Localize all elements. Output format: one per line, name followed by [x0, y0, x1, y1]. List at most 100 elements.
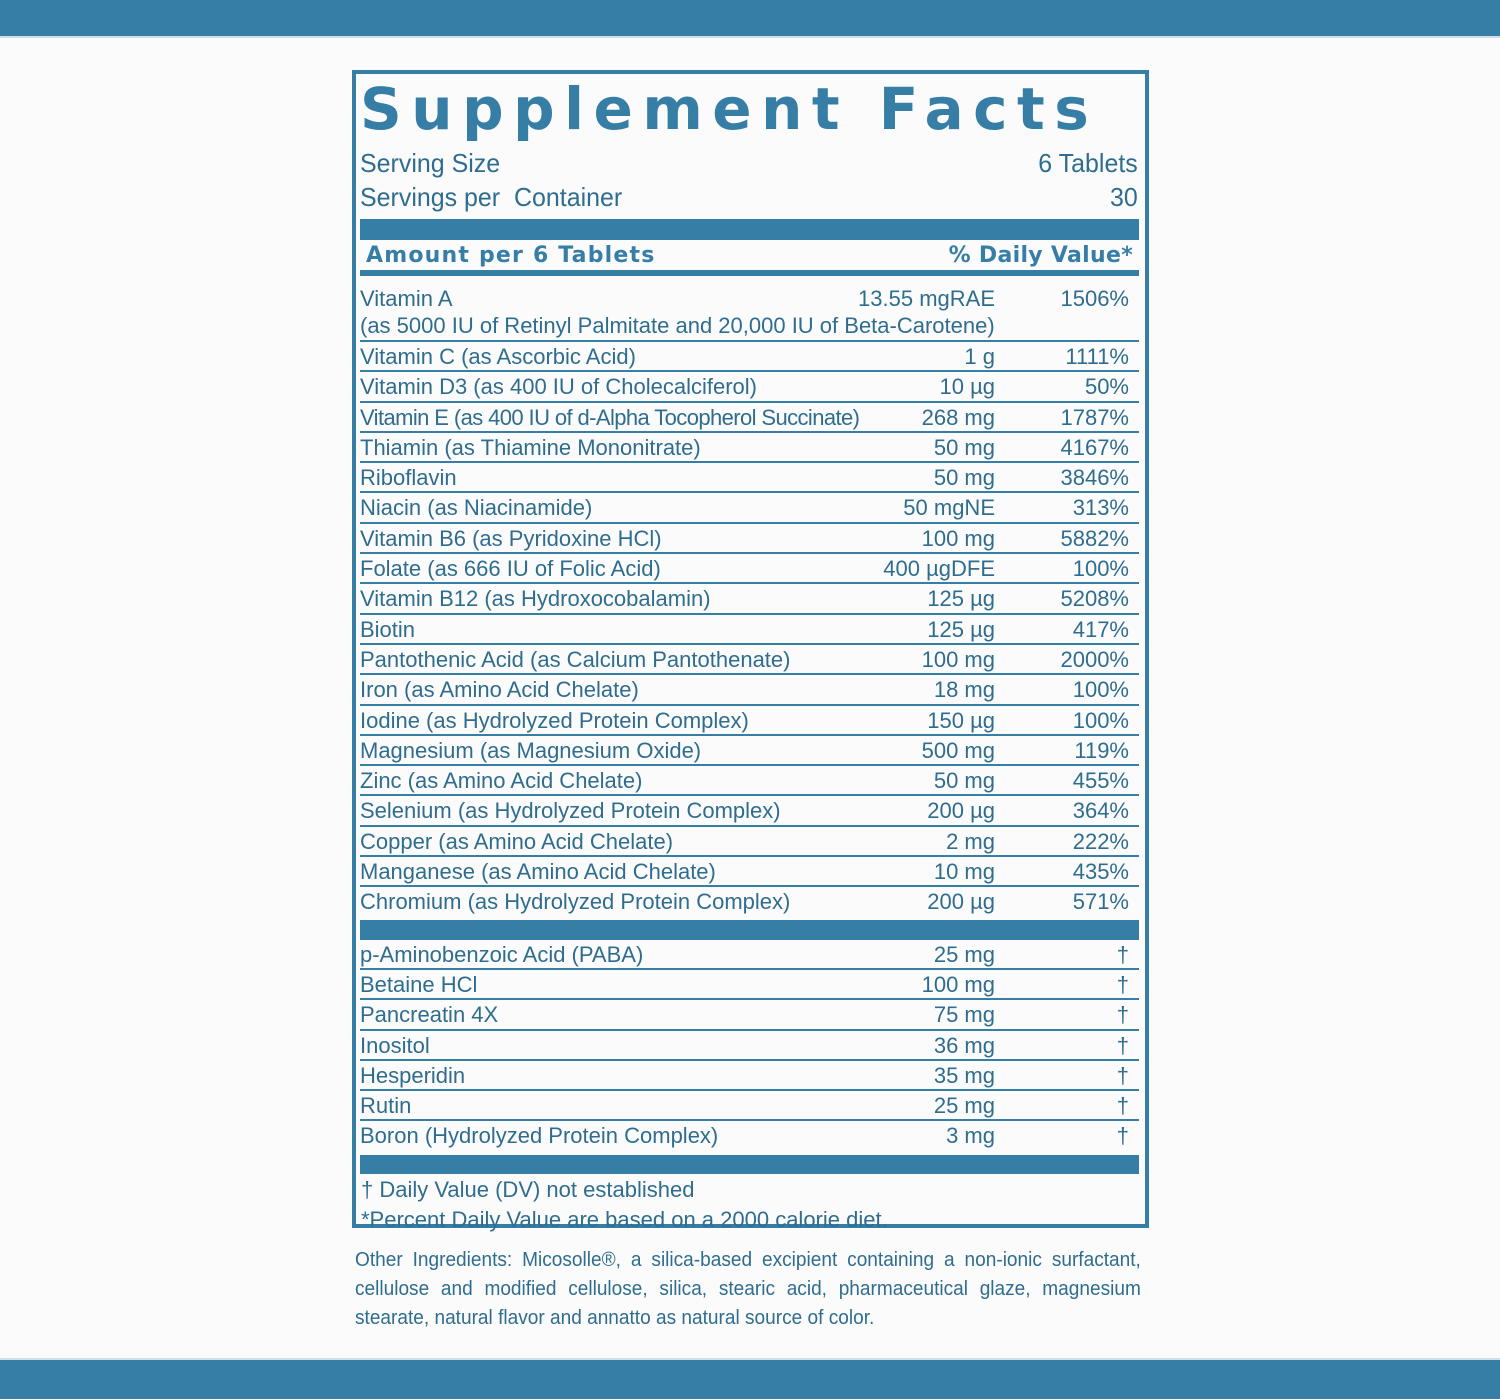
nutrient-dv: 1787% [1060, 404, 1129, 430]
nutrient-dv: 364% [1072, 798, 1129, 824]
nutrient-amount: 10 µg [939, 374, 996, 400]
other-ingredients-text: Other Ingredients: Micosolle®, a silica-… [355, 1248, 1141, 1329]
nutrient-row-vitamin-a: Vitamin A 13.55 mgRAE 1506% [360, 284, 1139, 312]
nutrient-name: Vitamin B6 (as Pyridoxine HCl) [360, 525, 662, 551]
other-nutrient-row: Inositol 36 mg † [360, 1031, 1139, 1061]
servings-per-container-row: Servings per Container 30 [360, 180, 1138, 214]
nutrient-amount: 100 mg [921, 646, 995, 672]
nutrient-name: Boron (Hydrolyzed Protein Complex) [360, 1123, 719, 1149]
nutrient-amount: 100 mg [921, 971, 995, 997]
top-banner-bar [0, 0, 1500, 38]
nutrient-name: Niacin (as Niacinamide) [360, 495, 593, 521]
nutrient-row: Biotin 125 µg 417% [360, 615, 1139, 645]
nutrient-amount: 35 mg [933, 1062, 995, 1088]
nutrient-row: Pantothenic Acid (as Calcium Pantothenat… [360, 645, 1139, 676]
dagger-icon: † [1116, 1093, 1129, 1119]
nutrient-row: Zinc (as Amino Acid Chelate) 50 mg 455% [360, 766, 1139, 797]
nutrient-amount: 400 µgDFE [883, 556, 995, 582]
other-nutrient-row: Rutin 25 mg † [360, 1091, 1139, 1122]
nutrient-dv: 435% [1072, 859, 1129, 885]
nutrient-amount: 2 mg [946, 828, 995, 854]
nutrient-name: Folate (as 666 IU of Folic Acid) [360, 556, 661, 582]
nutrient-name: Iron (as Amino Acid Chelate) [360, 677, 639, 703]
nutrient-dv: 5208% [1060, 586, 1129, 612]
other-nutrient-row: Hesperidin 35 mg † [360, 1061, 1139, 1092]
nutrient-name: Chromium (as Hydrolyzed Protein Complex) [360, 889, 791, 915]
nutrient-amount: 75 mg [933, 1002, 995, 1028]
dagger-icon: † [1116, 941, 1129, 967]
nutrient-name: Vitamin D3 (as 400 IU of Cholecalciferol… [360, 374, 757, 400]
other-nutrient-row: Boron (Hydrolyzed Protein Complex) 3 mg † [360, 1121, 1139, 1151]
other-nutrient-row: p-Aminobenzoic Acid (PABA) 25 mg † [360, 940, 1139, 970]
nutrient-name: Zinc (as Amino Acid Chelate) [360, 768, 643, 794]
nutrient-amount: 3 mg [946, 1123, 995, 1149]
other-nutrient-row: Betaine HCl 100 mg † [360, 970, 1139, 1001]
nutrient-amount: 500 mg [921, 737, 995, 763]
nutrient-row: Vitamin E (as 400 IU of d-Alpha Tocopher… [360, 403, 1139, 433]
nutrient-name: Pantothenic Acid (as Calcium Pantothenat… [360, 646, 791, 672]
nutrient-amount: 25 mg [933, 941, 995, 967]
nutrient-dv: 313% [1072, 495, 1129, 521]
dagger-icon: † [1116, 971, 1129, 997]
nutrient-name: Rutin [360, 1093, 412, 1119]
nutrient-name: Manganese (as Amino Acid Chelate) [360, 859, 716, 885]
other-nutrient-row: Pancreatin 4X 75 mg † [360, 1000, 1139, 1031]
nutrient-row: Folate (as 666 IU of Folic Acid) 400 µgDF… [360, 554, 1139, 585]
vitamin-a-source: (as 5000 IU of Retinyl Palmitate and 20,… [360, 312, 1139, 342]
nutrient-dv: 222% [1072, 828, 1129, 854]
dagger-icon: † [1116, 1062, 1129, 1088]
dagger-icon: † [1116, 1002, 1129, 1028]
divider-thin [360, 270, 1139, 276]
dagger-icon: † [1116, 1032, 1129, 1058]
footnote-dagger: † Daily Value (DV) not established [361, 1176, 695, 1202]
nutrient-dv: 1506% [1060, 286, 1129, 311]
nutrient-amount: 125 µg [927, 586, 995, 612]
nutrient-name: Thiamin (as Thiamine Mononitrate) [360, 434, 701, 460]
nutrient-row: Copper (as Amino Acid Chelate) 2 mg 222% [360, 827, 1139, 858]
nutrient-row: Selenium (as Hydrolyzed Protein Complex)… [360, 796, 1139, 827]
nutrient-list: Vitamin C (as Ascorbic Acid) 1 g 1111% Vit… [360, 342, 1139, 918]
nutrient-amount: 50 mgNE [903, 495, 995, 521]
divider-thick [360, 919, 1139, 940]
nutrient-amount: 25 mg [933, 1093, 995, 1119]
nutrient-dv: 571% [1072, 889, 1129, 915]
servings-per-container-label: Servings per Container [360, 182, 623, 212]
amount-header-row: Amount per 6 Tablets % Daily Value* [360, 240, 1139, 270]
nutrient-row: Thiamin (as Thiamine Mononitrate) 50 mg 41… [360, 433, 1139, 464]
nutrient-name: Vitamin C (as Ascorbic Acid) [360, 344, 636, 369]
nutrient-dv: 417% [1072, 616, 1129, 642]
nutrient-name: Biotin [360, 616, 416, 642]
nutrient-name: Riboflavin [360, 465, 457, 491]
dagger-icon: † [1116, 1123, 1129, 1149]
nutrient-name: Magnesium (as Magnesium Oxide) [360, 737, 702, 763]
nutrient-amount: 125 µg [927, 616, 995, 642]
nutrient-name: Copper (as Amino Acid Chelate) [360, 828, 674, 854]
nutrient-name: Iodine (as Hydrolyzed Protein Complex) [360, 707, 749, 733]
other-nutrient-list: p-Aminobenzoic Acid (PABA) 25 mg † Betaine… [360, 940, 1139, 1152]
nutrient-row: Vitamin B6 (as Pyridoxine HCl) 100 mg 5882… [360, 524, 1139, 555]
nutrient-name: Hesperidin [360, 1062, 466, 1088]
nutrient-amount: 268 mg [921, 404, 995, 430]
nutrient-name: Selenium (as Hydrolyzed Protein Complex) [360, 798, 781, 824]
nutrient-name: Vitamin E (as 400 IU of d-Alpha Tocopher… [360, 404, 860, 430]
nutrient-amount: 50 mg [933, 465, 995, 491]
supplement-facts-panel: Supplement Facts Serving Size 6 Tablets … [352, 70, 1149, 1232]
nutrient-dv: 4167% [1060, 434, 1129, 460]
serving-size-row: Serving Size 6 Tablets [360, 146, 1138, 180]
nutrient-dv: 3846% [1060, 465, 1129, 491]
nutrient-dv: 100% [1072, 677, 1129, 703]
nutrient-row: Vitamin D3 (as 400 IU of Cholecalciferol… [360, 372, 1139, 403]
nutrient-amount: 200 µg [927, 798, 995, 824]
servings-per-container-value: 30 [1109, 182, 1138, 212]
nutrient-amount: 1 g [964, 344, 995, 369]
nutrient-dv: 50% [1084, 374, 1129, 400]
divider-thick [360, 1154, 1139, 1174]
nutrient-amount: 150 µg [927, 707, 995, 733]
nutrient-name: Betaine HCl [360, 971, 478, 997]
nutrient-row: Magnesium (as Magnesium Oxide) 500 mg 119% [360, 736, 1139, 767]
amount-per-serving-header: Amount per 6 Tablets [366, 242, 656, 268]
nutrient-dv: 5882% [1060, 525, 1129, 551]
serving-size-value: 6 Tablets [1038, 148, 1138, 178]
divider-thick [360, 219, 1139, 240]
nutrient-row: Manganese (as Amino Acid Chelate) 10 mg 43… [360, 857, 1139, 888]
